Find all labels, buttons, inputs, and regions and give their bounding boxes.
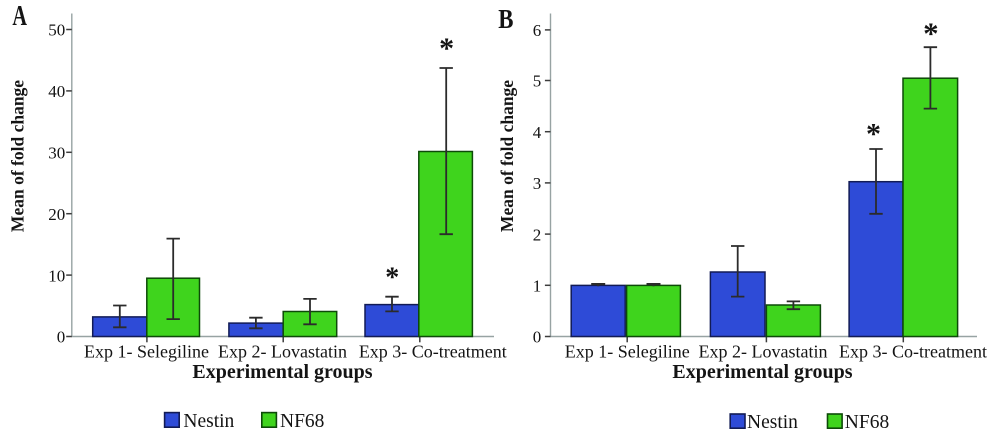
svg-text:Exp 2- Lovastatin: Exp 2- Lovastatin xyxy=(699,341,828,361)
svg-text:Nestin: Nestin xyxy=(183,411,234,432)
svg-text:2: 2 xyxy=(533,225,542,244)
svg-text:20: 20 xyxy=(48,205,65,224)
svg-text:Nestin: Nestin xyxy=(747,412,798,433)
svg-text:50: 50 xyxy=(48,21,65,40)
svg-text:3: 3 xyxy=(533,174,542,193)
svg-text:30: 30 xyxy=(48,144,65,163)
svg-text:4: 4 xyxy=(533,123,542,142)
svg-text:Exp 1- Selegiline: Exp 1- Selegiline xyxy=(84,341,209,361)
svg-text:Exp 2- Lovastatin: Exp 2- Lovastatin xyxy=(218,341,347,361)
svg-text:B: B xyxy=(498,4,513,34)
svg-text:Mean of fold change: Mean of fold change xyxy=(8,80,28,232)
svg-text:*: * xyxy=(439,32,454,65)
svg-text:Exp 3- Co-treatment: Exp 3- Co-treatment xyxy=(839,341,987,361)
svg-text:Mean of fold change: Mean of fold change xyxy=(497,80,517,232)
svg-text:NF68: NF68 xyxy=(845,412,889,433)
svg-text:40: 40 xyxy=(48,82,65,101)
svg-text:*: * xyxy=(866,117,881,150)
svg-text:Experimental groups: Experimental groups xyxy=(192,361,372,383)
svg-text:5: 5 xyxy=(533,72,542,91)
svg-text:A: A xyxy=(12,1,27,32)
svg-text:1: 1 xyxy=(533,277,542,296)
svg-text:Exp 3- Co-treatment: Exp 3- Co-treatment xyxy=(359,341,507,361)
svg-text:Exp 1- Selegiline: Exp 1- Selegiline xyxy=(565,341,690,361)
svg-text:0: 0 xyxy=(57,328,66,347)
svg-text:*: * xyxy=(385,262,399,293)
svg-text:6: 6 xyxy=(533,21,542,40)
svg-text:0: 0 xyxy=(533,328,542,347)
svg-text:10: 10 xyxy=(48,266,65,285)
svg-text:Experimental groups: Experimental groups xyxy=(672,361,852,383)
svg-text:NF68: NF68 xyxy=(280,411,324,432)
svg-text:*: * xyxy=(923,16,939,51)
